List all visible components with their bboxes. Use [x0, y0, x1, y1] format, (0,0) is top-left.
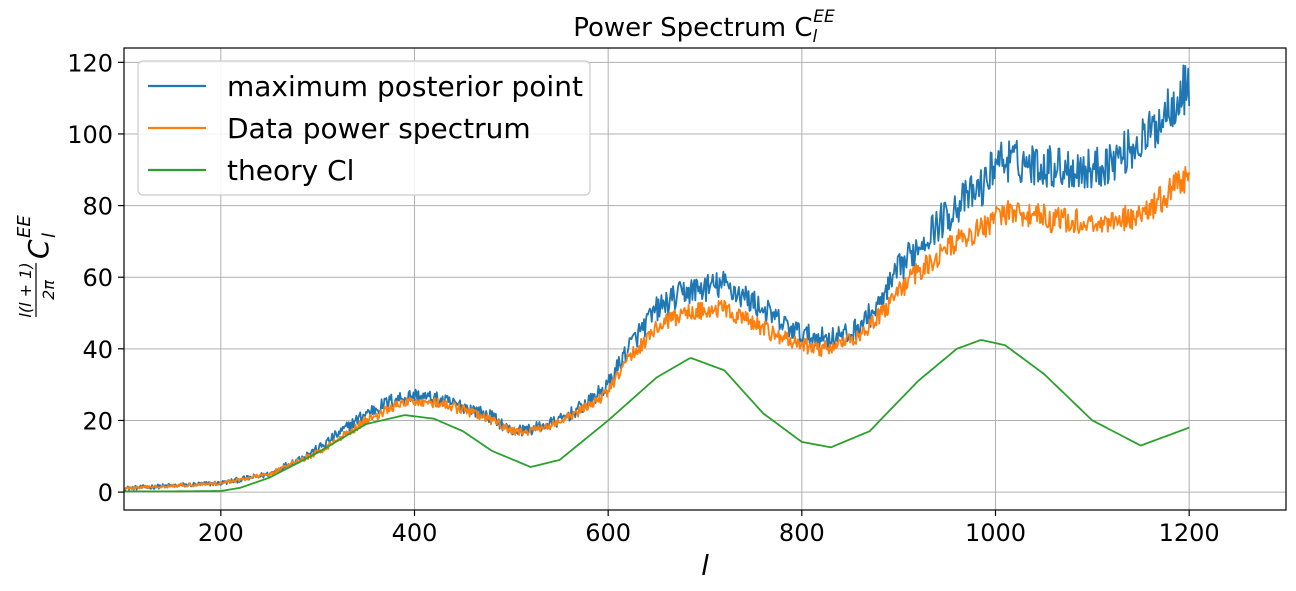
chart-title-sup: EE: [813, 7, 835, 27]
x-tick-label: 200: [198, 519, 244, 547]
y-tick-label: 60: [82, 264, 113, 292]
series-line: [123, 165, 1191, 491]
chart-title-sub: l: [813, 27, 818, 47]
y-tick-label: 0: [98, 479, 113, 507]
x-tick-label: 1200: [1159, 519, 1220, 547]
y-label-sub: l: [39, 233, 60, 238]
series-line: [124, 339, 1190, 493]
legend-label: theory Cl: [227, 154, 354, 187]
y-tick-label: 100: [67, 121, 113, 149]
y-label-sup: EE: [14, 215, 35, 238]
y-tick-label: 80: [82, 193, 113, 221]
y-label-denominator: 2π: [39, 280, 58, 300]
legend: maximum posterior point Data power spectr…: [137, 60, 591, 196]
legend-label: Data power spectrum: [227, 112, 531, 145]
y-label-symbol: C: [22, 239, 55, 259]
chart-title: Power Spectrum ClEE: [573, 7, 835, 47]
legend-label: maximum posterior point: [227, 70, 583, 103]
legend-box: [137, 60, 591, 196]
y-tick-label: 120: [67, 49, 113, 77]
y-label-numerator: l(l + 1): [16, 262, 35, 317]
y-axis-label: l(l + 1) 2π C l EE: [14, 215, 60, 318]
y-tick-label: 20: [82, 407, 113, 435]
x-tick-label: 800: [779, 519, 825, 547]
ticks: 200 400 600 800 1000 1200 0 20 40 60 80 100 120: [67, 49, 1220, 547]
plot-frame: [123, 47, 1287, 511]
y-tick-label: 40: [82, 336, 113, 364]
series-group: [123, 64, 1191, 493]
x-tick-label: 1000: [965, 519, 1026, 547]
x-tick-label: 400: [392, 519, 438, 547]
chart-title-base: Power Spectrum C: [573, 13, 812, 43]
x-axis-label: l: [701, 549, 709, 582]
legend-items: maximum posterior point Data power spectr…: [148, 70, 583, 187]
x-tick-label: 600: [585, 519, 631, 547]
